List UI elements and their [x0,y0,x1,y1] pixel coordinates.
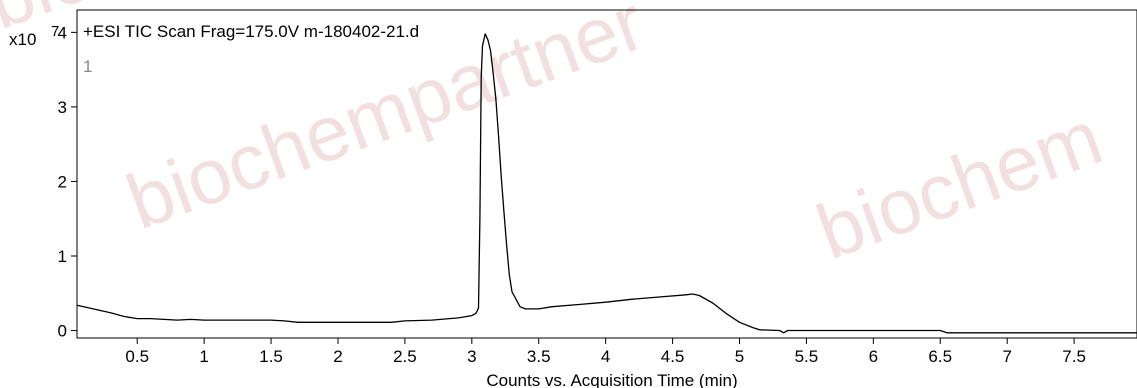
x-tick-label: 7.5 [1062,347,1086,366]
series-layer [76,33,1137,334]
x-tick-label: 2.5 [393,347,417,366]
y-tick-label: 2 [58,172,67,191]
y-multiplier: x10 [9,30,36,49]
x-tick-label: 4 [601,347,610,366]
y-tick-label: 1 [58,247,67,266]
y-tick-label: 0 [58,322,67,341]
tic-trace-line [76,33,1137,334]
x-tick-label: 0.5 [125,347,149,366]
x-tick-label: 5.5 [795,347,819,366]
x-tick-label: 6 [869,347,878,366]
x-axis: 0.5 1 1.5 2 2.5 3 3.5 4 4.5 5 5.5 6 6.5 7 7.5 [125,338,1086,366]
y-multiplier-exponent: 7 [51,23,59,40]
x-tick-label: 2 [333,347,342,366]
x-tick-label: 6.5 [928,347,952,366]
x-tick-label: 1 [199,347,208,366]
x-tick-label: 5 [735,347,744,366]
watermark-layer: biochempartner biochem biochem [0,0,1113,276]
watermark-text: biochem [806,92,1113,276]
panel-index: 1 [83,57,92,76]
chart-title: +ESI TIC Scan Frag=175.0V m-180402-21.d [83,22,419,41]
x-tick-label: 4.5 [661,347,685,366]
x-axis-title: Counts vs. Acquisition Time (min) [486,371,737,388]
plot-frame [76,9,1137,339]
x-tick-label: 3.5 [527,347,551,366]
x-tick-label: 7 [1002,347,1011,366]
x-tick-label: 3 [467,347,476,366]
y-tick-label: 4 [58,23,67,42]
y-tick-label: 3 [58,98,67,117]
y-axis: 0 1 2 3 4 [58,23,77,341]
x-tick-label: 1.5 [259,347,283,366]
